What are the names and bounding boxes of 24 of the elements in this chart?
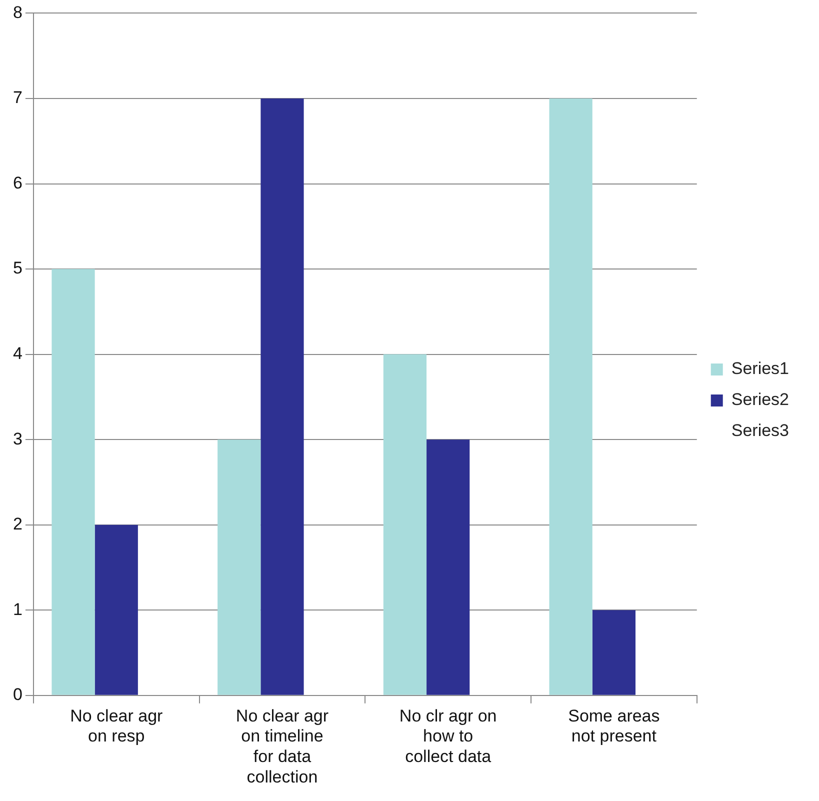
y-tick-label: 5 [12, 258, 22, 278]
bar [426, 440, 470, 695]
bar [94, 524, 138, 695]
legend-label: Series1 [731, 359, 789, 378]
y-tick-label: 7 [12, 88, 22, 108]
y-tick-label: 6 [12, 173, 22, 192]
text: Series3 [731, 421, 789, 440]
x-tick-label: Some areas not present [568, 706, 660, 746]
bar [260, 98, 304, 695]
y-tick-label: 0 [12, 685, 22, 704]
y-tick-label: 3 [12, 429, 22, 448]
bar [592, 610, 636, 695]
x-tick-label: No clear agr on resp [70, 706, 164, 746]
y-tick-label: 4 [12, 344, 22, 363]
bar [383, 354, 427, 695]
bar [549, 98, 592, 695]
bar [52, 269, 95, 695]
legend-label: Series2 [731, 390, 789, 410]
y-tick-label: 8 [12, 2, 22, 22]
bar [218, 440, 261, 695]
y-tick-label: 2 [12, 514, 22, 534]
x-tick-label: No clear agr on timeline for data collection [236, 706, 329, 786]
x-tick-label: No clr agr on how to collect data [399, 706, 497, 766]
y-tick-label: 1 [12, 600, 22, 619]
